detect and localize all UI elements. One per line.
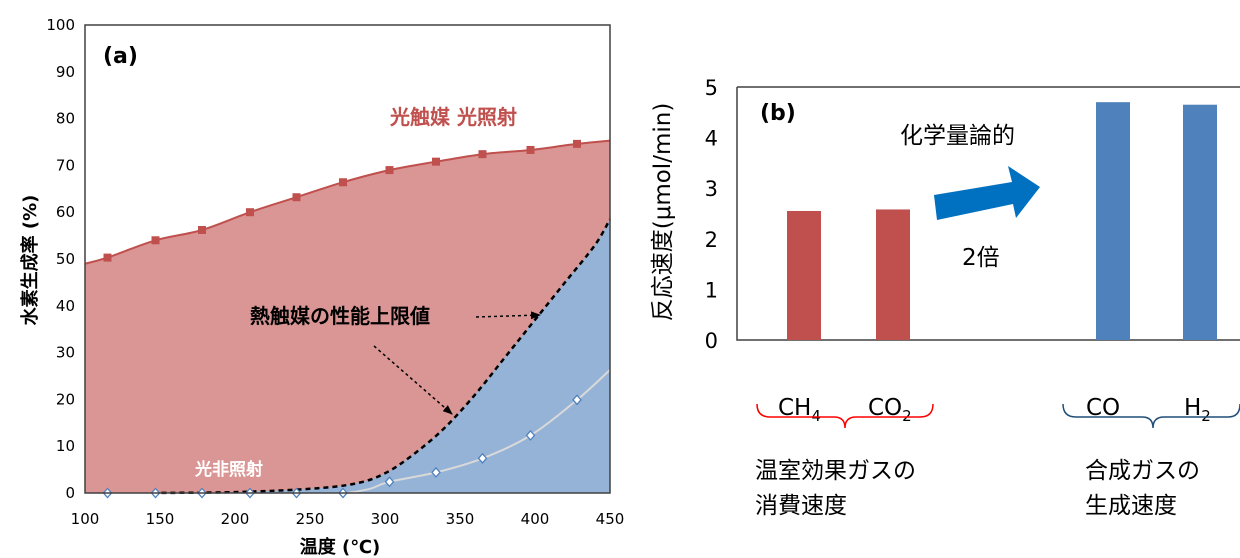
y-tick-label: 0 (705, 329, 718, 353)
y-tick-label: 20 (56, 390, 75, 408)
annotation-arrow-1 (475, 311, 541, 320)
x-tick-label: 450 (596, 510, 625, 528)
annotation-arrow-2 (373, 345, 453, 415)
dark-point (477, 452, 488, 464)
dark-point (572, 394, 582, 406)
x-tick-label: 300 (371, 510, 400, 528)
x-axis-label-a: 温度 (℃) (300, 536, 381, 558)
y-tick-labels-a: 0 10 20 30 40 50 60 70 80 90 100 (46, 16, 75, 502)
y-tick-label: 5 (705, 76, 718, 100)
photocatalyst-point (103, 253, 112, 262)
dark-point (431, 466, 441, 478)
plot-frame-b (736, 86, 1240, 341)
x-tick-labels-a: 100 150 200 250 300 350 400 450 (71, 510, 625, 528)
y-tick-label: 40 (56, 297, 75, 315)
x-tick-label: 200 (221, 510, 250, 528)
group-brace-production (1062, 403, 1240, 429)
y-tick-label: 70 (56, 156, 75, 174)
y-tick-labels-b: 0 1 2 3 4 5 (705, 76, 718, 353)
photocatalyst-point (526, 145, 535, 154)
group-label-consumption-1: 温室効果ガスの (755, 458, 916, 484)
panel-label-a: (a) (103, 44, 138, 69)
y-axis-label-b: 反応速度(μmol/min) (650, 103, 676, 322)
y-tick-label: 2 (705, 228, 718, 252)
big-arrow-icon (934, 166, 1040, 220)
stoich-label: 化学量論的 (900, 123, 1015, 149)
y-axis-label-a: 水素生成率 (%) (19, 195, 41, 326)
photocatalyst-point (151, 236, 160, 245)
photocatalyst-point (478, 150, 487, 159)
group-brace-consumption (756, 403, 934, 429)
series-label-thermal-limit: 熱触媒の性能上限値 (250, 304, 430, 328)
photocatalyst-point (385, 166, 394, 175)
y-tick-label: 4 (705, 127, 718, 151)
photocatalyst-point (246, 208, 254, 217)
y-tick-label: 100 (46, 16, 75, 34)
chart-a: 0 10 20 30 40 50 60 70 80 90 100 100 150 200 250 300 35… (19, 16, 624, 558)
photocatalyst-point (292, 193, 301, 202)
x-tick-label: 150 (146, 510, 175, 528)
bar-ch4 (787, 210, 821, 340)
group-label-consumption-2: 消費速度 (755, 493, 847, 519)
category-label-co2: CO2 (868, 395, 912, 425)
group-label-production-2: 生成速度 (1085, 493, 1177, 519)
photocatalyst-point (339, 178, 347, 187)
series-label-photocatalyst: 光触媒 光照射 (389, 105, 517, 129)
x-tick-label: 250 (296, 510, 325, 528)
x-tick-label: 400 (521, 510, 550, 528)
y-tick-label: 30 (56, 344, 75, 362)
y-tick-label: 0 (65, 484, 75, 502)
y-tick-label: 3 (705, 177, 718, 201)
y-tick-label: 80 (56, 110, 75, 128)
dark-point (525, 429, 536, 441)
y-tick-label: 10 (56, 437, 75, 455)
series-label-dark: 光非照射 (194, 459, 263, 480)
bars-b (787, 102, 1217, 341)
panel-label-b: (b) (760, 101, 796, 126)
category-label-h2: H2 (1184, 395, 1211, 425)
photocatalyst-markers (103, 139, 581, 262)
chart-b: 0 1 2 3 4 5 反応速度(μmol/min) (b) 化学量論的 2倍 CH4 C… (650, 76, 1240, 519)
bar-co (1096, 102, 1130, 341)
dark-line (347, 369, 611, 494)
group-label-production-1: 合成ガスの (1085, 458, 1200, 484)
y-tick-label: 50 (56, 250, 75, 268)
photocatalyst-point (198, 225, 206, 234)
plot-frame-a (84, 24, 611, 494)
y-tick-label: 90 (56, 63, 75, 81)
x-tick-label: 100 (71, 510, 100, 528)
thermal-limit-line (152, 218, 612, 495)
category-label-ch4: CH4 (778, 395, 821, 425)
ratio-label: 2倍 (962, 245, 1000, 271)
dark-point (384, 476, 395, 488)
photocatalyst-point (573, 139, 581, 148)
thermal-limit-area-fill (152, 219, 610, 493)
photocatalyst-point (432, 157, 440, 166)
y-tick-label: 1 (705, 278, 718, 302)
dark-markers (102, 394, 582, 499)
bar-co2 (876, 209, 910, 340)
x-tick-label: 350 (446, 510, 475, 528)
bar-h2 (1183, 104, 1217, 341)
y-tick-label: 60 (56, 203, 75, 221)
